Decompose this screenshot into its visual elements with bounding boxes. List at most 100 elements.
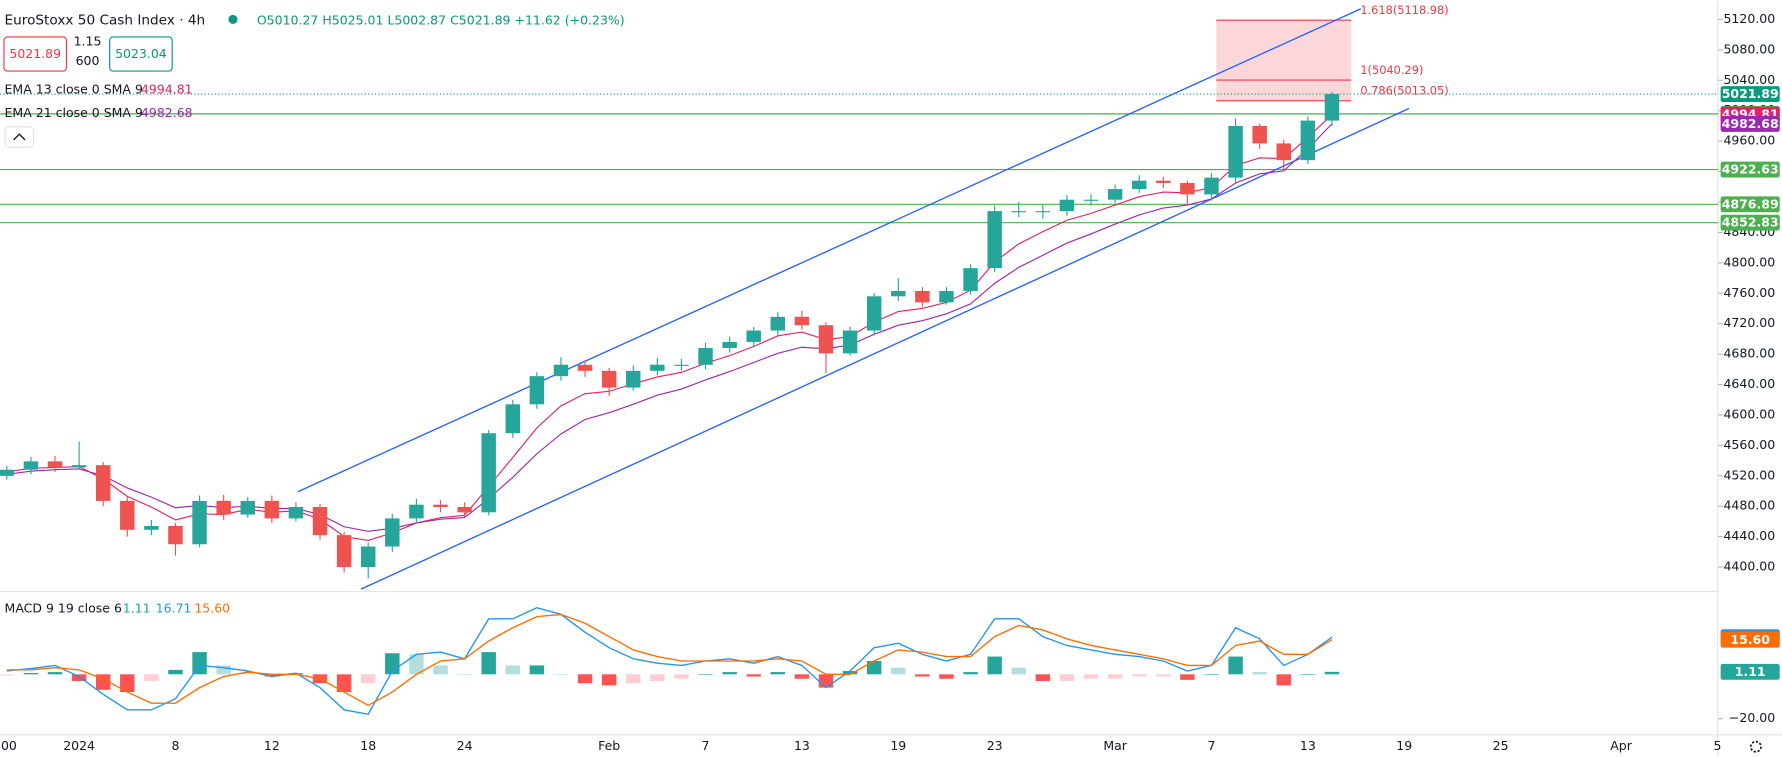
histogram-bar xyxy=(47,672,63,675)
x-tick-label: 19 xyxy=(1396,738,1412,753)
x-tick-label: 13 xyxy=(794,738,810,753)
histogram-bar xyxy=(0,674,15,676)
x-tick-label: 7 xyxy=(702,738,710,753)
candle-body xyxy=(264,500,280,519)
price-tag xyxy=(1720,214,1780,231)
candle-body xyxy=(794,316,810,326)
collapse-button[interactable] xyxy=(4,126,35,148)
x-tick-label: 2024 xyxy=(63,738,95,753)
sell-button[interactable] xyxy=(3,36,68,72)
candle-body xyxy=(866,296,882,331)
histogram-bar xyxy=(650,674,665,681)
x-tick-label: :00 xyxy=(0,738,17,753)
candle-body xyxy=(891,290,906,297)
histogram-bar xyxy=(192,652,207,675)
y-tick-label: 4760.00 xyxy=(1723,285,1775,300)
price-tag-label: 5021.89 xyxy=(1722,86,1779,101)
candle-body xyxy=(1011,211,1026,213)
candle-body xyxy=(1156,180,1171,183)
overlay: EuroStoxx 50 Cash Index · 4h O5010.27 H5… xyxy=(3,12,1762,753)
histogram-bar xyxy=(963,672,978,675)
macd-value: 16.71 xyxy=(156,601,192,616)
candle-body xyxy=(1324,94,1340,121)
y-tick-label: 4480.00 xyxy=(1723,498,1775,513)
histogram-bar xyxy=(1276,674,1291,686)
histogram-bar xyxy=(168,669,183,675)
price-tag xyxy=(1720,663,1780,680)
candle-body xyxy=(360,546,376,568)
y-tick-label: 4680.00 xyxy=(1723,346,1775,361)
histogram-bar xyxy=(95,674,111,690)
histogram-bar xyxy=(1180,674,1195,680)
fib-zone xyxy=(1216,20,1352,101)
histogram-bar xyxy=(626,674,641,684)
candle-body xyxy=(529,376,545,405)
price-tag xyxy=(1720,196,1780,213)
signal-value: 15.60 xyxy=(194,601,230,616)
y-tick-label: 4640.00 xyxy=(1723,376,1775,391)
candle-body xyxy=(1228,125,1243,178)
histogram-bar xyxy=(216,665,231,675)
candle-body xyxy=(698,348,713,365)
histogram-bar xyxy=(1059,674,1075,681)
candle-body xyxy=(240,500,255,515)
y-tick-label: 4960.00 xyxy=(1723,133,1775,148)
histogram-bar xyxy=(818,674,834,688)
candle-body xyxy=(915,290,930,303)
candle-body xyxy=(1300,120,1316,161)
quantity[interactable]: 600 xyxy=(76,53,100,68)
price-tag xyxy=(1720,161,1780,178)
histogram-bar xyxy=(433,665,448,675)
plot-area: 4400.00 4440.00 4480.00 4520.00 4560.00 4600.… xyxy=(0,3,1780,753)
histogram-bar xyxy=(409,654,424,675)
macd-hist-value: 1.11 xyxy=(123,601,151,616)
buy-button[interactable] xyxy=(109,36,173,72)
ema21-value: 4982.68 xyxy=(141,105,193,120)
price-tag-label: 15.60 xyxy=(1730,632,1770,647)
histogram-bar xyxy=(577,674,593,684)
spread: 1.15 xyxy=(74,34,102,49)
histogram-bar xyxy=(1107,674,1123,679)
price-tag-label: 4922.63 xyxy=(1722,162,1779,177)
y-tick-label: 5120.00 xyxy=(1723,11,1775,26)
candle-body xyxy=(95,465,111,501)
histogram-bar xyxy=(240,673,255,675)
histogram-bar xyxy=(529,665,545,675)
candle-body xyxy=(23,461,39,470)
y-tick-label: 4520.00 xyxy=(1723,467,1775,482)
y-tick-label: 5040.00 xyxy=(1723,72,1775,87)
histogram-bar xyxy=(1252,672,1267,675)
ohlc: O5010.27 H5025.01 L5002.87 C5021.89 +11.… xyxy=(257,12,625,27)
ema21-legend: EMA 21 close 0 SMA 9 xyxy=(5,105,143,120)
histogram-bar xyxy=(144,674,159,681)
y-tick-label: −20.00 xyxy=(1729,710,1775,725)
candle-body xyxy=(963,268,978,291)
market-status xyxy=(228,14,238,24)
x-tick-label: 18 xyxy=(360,738,376,753)
channel-line xyxy=(297,8,1362,493)
macd-line xyxy=(6,607,1333,716)
candle-body xyxy=(674,364,689,366)
candle-body xyxy=(1083,199,1099,201)
histogram-bar xyxy=(674,674,689,679)
candle-body xyxy=(770,316,786,331)
macd-line xyxy=(6,613,1333,707)
candle-body xyxy=(47,461,63,468)
candle-body xyxy=(0,469,15,476)
settings-icon[interactable] xyxy=(1749,740,1762,753)
price-tag xyxy=(1720,115,1780,132)
symbol-title: EuroStoxx 50 Cash Index · 4h xyxy=(5,13,206,29)
candle-body xyxy=(71,465,87,468)
price-tag xyxy=(1720,86,1780,103)
candle-body xyxy=(939,290,954,303)
candle-body xyxy=(312,506,328,536)
ema13-value: 4994.81 xyxy=(141,81,193,96)
y-tick-label: 4800.00 xyxy=(1723,254,1775,269)
histogram-bar xyxy=(457,674,472,675)
y-tick-label: 4440.00 xyxy=(1723,528,1775,543)
candle-body xyxy=(553,364,569,377)
histogram-bar xyxy=(698,674,713,675)
macd-legend: MACD 9 19 close 6 xyxy=(5,601,122,616)
y-tick-label: 4400.00 xyxy=(1723,559,1775,574)
x-tick-label: 12 xyxy=(264,738,280,753)
